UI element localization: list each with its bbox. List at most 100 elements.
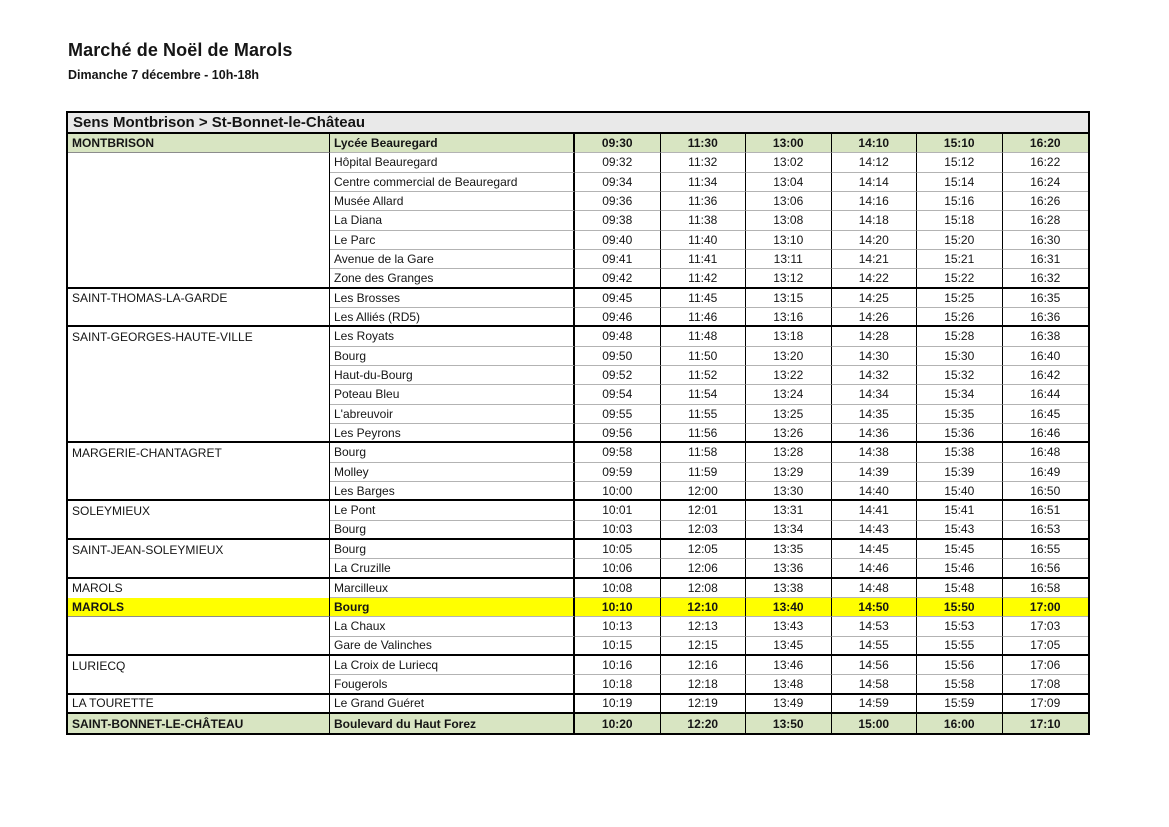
time-cell: 14:39 bbox=[831, 462, 917, 482]
time-cell: 13:10 bbox=[746, 230, 832, 250]
time-cell: 14:20 bbox=[831, 230, 917, 250]
time-cell: 11:41 bbox=[660, 249, 746, 270]
time-cell: 15:58 bbox=[917, 675, 1003, 693]
time-cell: 09:48 bbox=[575, 327, 661, 347]
time-cell: 15:21 bbox=[917, 249, 1003, 270]
table-row: Les Peyrons 09:56 11:56 13:26 14:36 15:36 16:4… bbox=[68, 423, 1088, 444]
time-cell: 16:28 bbox=[1002, 211, 1088, 231]
table-row: Le Parc 09:40 11:40 13:10 14:20 15:20 16:30 bbox=[68, 230, 1088, 250]
time-cell: 15:10 bbox=[917, 134, 1003, 154]
time-cell: 11:52 bbox=[660, 365, 746, 386]
stop-cell: Marcilleux bbox=[330, 578, 575, 598]
locality-cell bbox=[68, 404, 330, 424]
time-cell: 14:48 bbox=[831, 578, 917, 598]
stop-cell: Avenue de la Gare bbox=[330, 249, 575, 270]
time-cell: 14:34 bbox=[831, 385, 917, 405]
time-cell: 16:22 bbox=[1002, 153, 1088, 173]
time-cell: 14:10 bbox=[831, 134, 917, 154]
time-cell: 16:38 bbox=[1002, 327, 1088, 347]
time-cell: 10:06 bbox=[575, 559, 661, 577]
time-cell: 11:32 bbox=[660, 153, 746, 173]
time-cell: 15:25 bbox=[917, 288, 1003, 308]
time-cell: 12:13 bbox=[660, 617, 746, 637]
stop-cell: Boulevard du Haut Forez bbox=[330, 713, 575, 734]
time-cell: 09:46 bbox=[575, 307, 661, 326]
time-cell: 15:18 bbox=[917, 211, 1003, 231]
locality-cell bbox=[68, 675, 330, 693]
time-cell: 10:16 bbox=[575, 655, 661, 676]
time-cell: 13:43 bbox=[746, 617, 832, 637]
time-cell: 15:55 bbox=[917, 636, 1003, 654]
time-cell: 11:42 bbox=[661, 269, 746, 287]
stop-cell: Le Grand Guéret bbox=[330, 694, 575, 712]
time-cell: 14:25 bbox=[831, 288, 917, 308]
time-cell: 13:25 bbox=[746, 404, 832, 424]
stop-cell: Haut-du-Bourg bbox=[330, 365, 575, 386]
stop-cell: Hôpital Beauregard bbox=[330, 153, 575, 173]
table-row: Musée Allard 09:36 11:36 13:06 14:16 15:16 16:… bbox=[68, 191, 1088, 212]
time-cell: 16:24 bbox=[1002, 173, 1088, 192]
time-cell: 16:48 bbox=[1002, 443, 1088, 463]
table-row: Molley 09:59 11:59 13:29 14:39 15:39 16:49 bbox=[68, 462, 1088, 482]
locality-cell bbox=[68, 172, 330, 192]
stop-cell: La Cruzille bbox=[330, 559, 575, 577]
time-cell: 11:56 bbox=[661, 423, 746, 442]
table-row: LURIECQ La Croix de Luriecq 10:16 12:16 13:4… bbox=[68, 655, 1088, 676]
time-cell: 10:20 bbox=[575, 713, 661, 734]
time-cell: 16:31 bbox=[1002, 250, 1088, 270]
time-cell: 12:10 bbox=[660, 597, 746, 618]
locality-cell: MONTBRISON bbox=[68, 134, 330, 154]
locality-cell bbox=[68, 423, 330, 442]
time-cell: 15:48 bbox=[917, 578, 1003, 598]
time-cell: 14:36 bbox=[832, 423, 917, 442]
time-cell: 15:22 bbox=[917, 269, 1003, 287]
time-cell: 14:58 bbox=[832, 675, 917, 693]
time-cell: 15:43 bbox=[917, 520, 1003, 538]
time-cell: 14:41 bbox=[831, 501, 917, 521]
time-cell: 15:26 bbox=[917, 307, 1003, 326]
locality-cell: LA TOURETTE bbox=[68, 694, 330, 712]
time-cell: 12:18 bbox=[661, 675, 746, 693]
time-cell: 15:59 bbox=[917, 694, 1003, 712]
time-cell: 16:53 bbox=[1030, 522, 1061, 537]
time-cell: 15:00 bbox=[831, 713, 917, 734]
time-cell: 09:41 bbox=[575, 249, 661, 270]
time-cell: 13:26 bbox=[746, 423, 832, 442]
time-cell: 11:54 bbox=[660, 385, 746, 405]
locality-cell bbox=[68, 230, 330, 250]
time-cell: 14:30 bbox=[831, 346, 917, 366]
time-cell: 16:20 bbox=[1002, 134, 1088, 154]
locality-cell bbox=[68, 559, 330, 577]
time-cell: 13:08 bbox=[746, 211, 832, 231]
locality-cell bbox=[68, 636, 330, 654]
table-row: SAINT-GEORGES-HAUTE-VILLE Les Royats 09:48… bbox=[68, 327, 1088, 347]
time-cell: 13:20 bbox=[746, 346, 832, 366]
table-row: Bourg 10:03 12:03 13:34 14:43 15:43 16:53 bbox=[68, 520, 1088, 540]
time-cell: 10:10 bbox=[575, 597, 661, 618]
time-cell: 17:00 bbox=[1002, 597, 1088, 618]
time-cell: 11:55 bbox=[660, 404, 746, 424]
time-cell: 16:50 bbox=[1030, 483, 1061, 498]
table-row: Hôpital Beauregard 09:32 11:32 13:02 14:12 15… bbox=[68, 153, 1088, 173]
stop-cell: Fougerols bbox=[330, 675, 575, 693]
table-row: MARGERIE-CHANTAGRET Bourg 09:58 11:58 13:28 1… bbox=[68, 443, 1088, 463]
time-cell: 15:12 bbox=[917, 153, 1003, 173]
table-row: La Chaux 10:13 12:13 13:43 14:53 15:53 17:03 bbox=[68, 617, 1088, 637]
time-cell: 15:50 bbox=[917, 597, 1003, 618]
stop-cell: Le Pont bbox=[330, 501, 575, 521]
time-cell: 13:50 bbox=[746, 713, 832, 734]
time-cell: 13:28 bbox=[746, 443, 832, 463]
time-cell: 11:34 bbox=[660, 172, 746, 192]
stop-cell: Poteau Bleu bbox=[330, 385, 575, 405]
stop-cell: Bourg bbox=[330, 346, 575, 366]
time-cell: 15:46 bbox=[917, 559, 1003, 577]
time-cell: 13:12 bbox=[746, 269, 832, 287]
time-cell: 15:56 bbox=[917, 655, 1003, 676]
time-cell: 09:34 bbox=[575, 172, 661, 192]
locality-cell bbox=[68, 385, 330, 405]
table-row: Zone des Granges 09:42 11:42 13:12 14:22 15:2… bbox=[68, 269, 1088, 289]
stop-cell: Bourg bbox=[330, 597, 575, 618]
direction-header-label: Sens Montbrison > St-Bonnet-le-Château bbox=[73, 114, 366, 131]
table-row: MONTBRISON Lycée Beauregard 09:30 11:30 13:0… bbox=[68, 134, 1088, 154]
